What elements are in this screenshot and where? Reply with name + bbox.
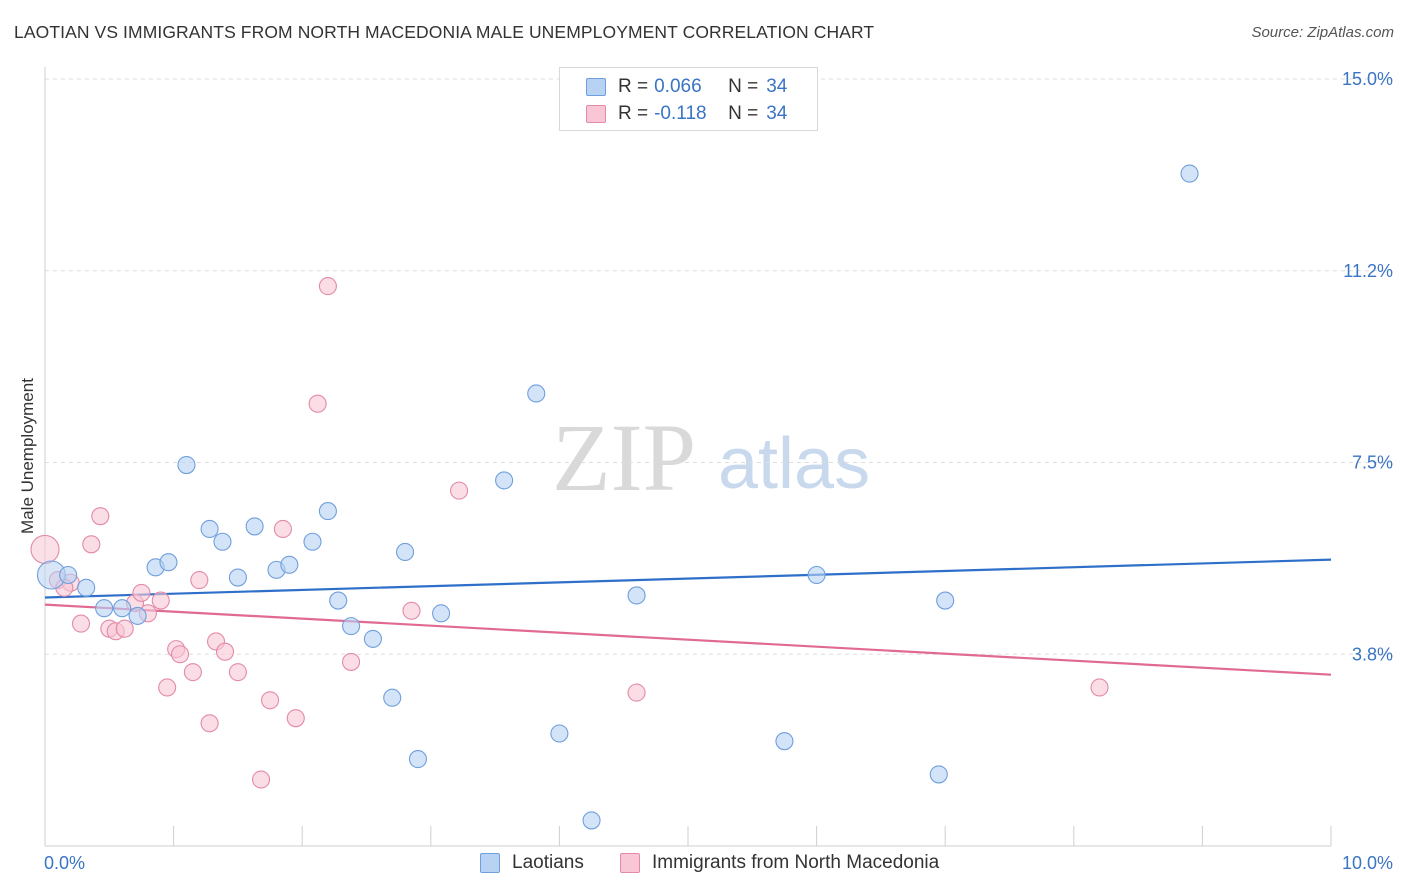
point-macedonia [30,534,60,564]
point-macedonia [132,583,151,602]
point-laotians [432,604,451,623]
point-macedonia [260,691,280,710]
point-macedonia [151,591,170,610]
point-laotians [303,532,322,551]
watermark-zip: ZIP [552,404,696,511]
legend-label-macedonia: Immigrants from North Macedonia [652,852,940,873]
n-label: N = [728,103,759,124]
point-laotians [59,565,78,585]
point-laotians [213,532,232,551]
point-laotians [95,599,114,618]
point-macedonia [273,519,292,539]
point-macedonia [200,714,219,733]
point-laotians [200,519,219,539]
n-label: N = [728,76,759,97]
point-laotians [177,456,196,475]
chart-source: Source: ZipAtlas.com [1251,24,1394,41]
legend-row-macedonia: R = -0.118 N = 34 [586,102,787,126]
point-laotians [245,517,264,536]
point-macedonia [91,507,110,526]
point-laotians [627,586,646,605]
y-tick-label: 15.0% [1342,69,1393,89]
point-macedonia [402,601,421,620]
legend-item-laotians[interactable]: Laotians [480,852,584,874]
point-laotians [807,565,826,585]
point-macedonia [342,652,361,671]
point-macedonia [308,394,327,413]
point-macedonia [115,619,134,638]
y-tick-label: 3.8% [1352,644,1393,664]
macedonia-square-icon [620,853,640,873]
point-laotians [936,591,955,610]
point-laotians [77,578,96,597]
trend-line-laotians [44,558,1332,599]
series-legend: Laotians Immigrants from North Macedonia [0,852,1406,876]
point-macedonia [82,535,101,554]
r-value: -0.118 [654,103,707,124]
laotians-swatch-icon [586,78,606,96]
y-tick-label: 11.2% [1343,261,1393,281]
y-tick-label: 7.5% [1352,453,1393,473]
macedonia-swatch-icon [586,105,606,123]
point-macedonia [215,642,235,661]
point-laotians [408,750,427,769]
point-laotians [113,599,132,618]
axes [44,67,1332,847]
point-laotians [342,617,361,636]
point-laotians [582,811,601,830]
point-macedonia [71,614,91,633]
point-macedonia [318,277,337,296]
n-value: 34 [766,103,788,124]
x-tick-label: 0.0% [44,853,85,873]
point-laotians [929,765,948,784]
point-laotians [775,732,794,751]
r-label: R = [618,76,649,97]
r-label: R = [618,103,649,124]
point-laotians [128,606,147,625]
x-tick-label: 10.0% [1342,853,1393,873]
legend-item-macedonia[interactable]: Immigrants from North Macedonia [620,852,939,874]
watermark-atlas: atlas [718,424,870,504]
n-value: 34 [766,76,788,97]
point-laotians [396,542,415,562]
point-macedonia [190,571,209,590]
point-macedonia [1090,678,1109,697]
point-macedonia [158,678,177,697]
legend-label-laotians: Laotians [512,852,584,873]
point-laotians [1180,164,1199,183]
point-laotians [329,591,348,610]
point-macedonia [450,481,469,500]
point-laotians [159,553,178,572]
point-laotians [495,471,514,490]
point-macedonia [183,663,202,682]
point-laotians [383,688,402,707]
tick-labels: 3.8% 7.5% 11.2% 15.0% 0.0% 10.0% [44,69,1393,873]
r-value: 0.066 [654,76,702,97]
stats-legend: R = 0.066 N = 34 R = -0.118 N = 34 [559,67,818,131]
point-laotians [550,724,569,743]
point-laotians [280,555,299,574]
data-points [30,164,1199,830]
point-laotians [527,384,546,403]
point-macedonia [228,663,247,682]
chart-title: LAOTIAN VS IMMIGRANTS FROM NORTH MACEDON… [14,22,875,42]
point-macedonia [170,645,190,664]
legend-row-laotians: R = 0.066 N = 34 [586,75,787,99]
point-macedonia [286,709,305,728]
trend-lines [44,558,1332,676]
laotians-square-icon [480,853,500,873]
trend-line-macedonia [44,603,1332,676]
point-laotians [228,568,247,587]
point-laotians [318,502,337,521]
point-macedonia [251,770,271,789]
grid-lines [45,78,1392,655]
point-laotians [363,629,382,648]
point-macedonia [627,683,646,702]
